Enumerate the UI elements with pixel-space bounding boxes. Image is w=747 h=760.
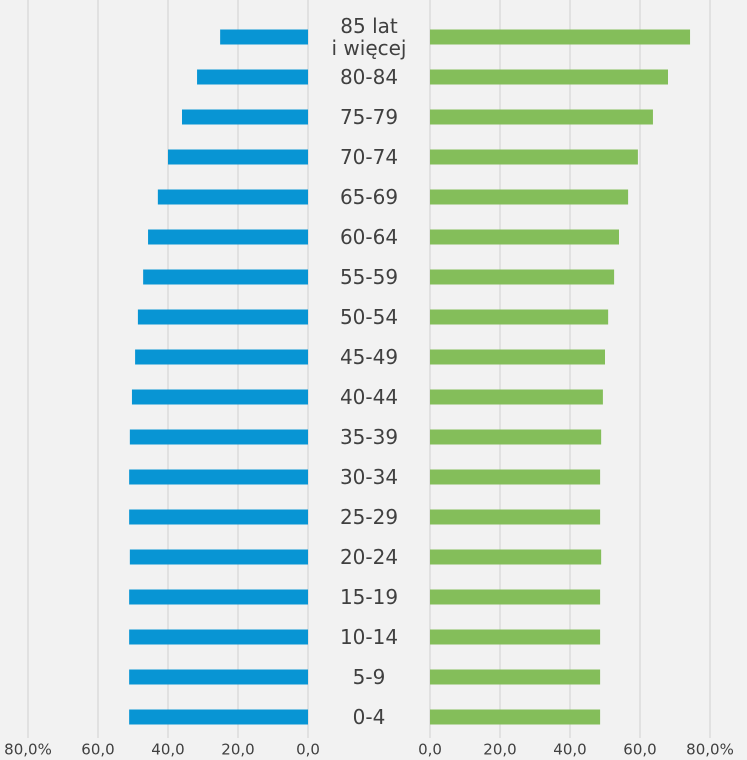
bar	[430, 389, 603, 405]
bar	[430, 469, 601, 485]
category-label: 65-69	[339, 185, 399, 209]
bar	[430, 109, 653, 125]
bar	[129, 629, 308, 645]
bar	[129, 709, 308, 725]
bar	[430, 189, 629, 205]
category-label: 10-14	[339, 625, 399, 649]
bar	[430, 509, 601, 525]
category-label: 85 lat i więcej	[331, 14, 407, 60]
category-label: 20-24	[339, 545, 399, 569]
bar	[129, 509, 308, 525]
category-label: 60-64	[339, 225, 399, 249]
bar	[129, 589, 308, 605]
bar	[129, 469, 308, 485]
x-tick-label: 80,0%	[4, 741, 52, 759]
bar	[430, 589, 601, 605]
bar	[143, 269, 308, 285]
bar	[430, 69, 668, 85]
x-tick-label: 0,0	[418, 741, 442, 759]
x-tick-label: 80,0%	[686, 741, 734, 759]
x-tick-label: 60,0	[81, 741, 114, 759]
x-tick-label: 40,0	[151, 741, 184, 759]
bar	[430, 309, 609, 325]
category-label: 0-4	[352, 705, 386, 729]
bar	[157, 189, 308, 205]
bar	[135, 349, 308, 365]
x-tick-label: 20,0	[483, 741, 516, 759]
bar	[148, 229, 308, 245]
bar	[220, 29, 308, 45]
bar	[430, 229, 619, 245]
category-label: 45-49	[339, 345, 399, 369]
category-label: 40-44	[339, 385, 399, 409]
category-label: 70-74	[339, 145, 399, 169]
category-label: 15-19	[339, 585, 399, 609]
bar	[137, 309, 308, 325]
bar	[430, 629, 601, 645]
category-label: 25-29	[339, 505, 399, 529]
x-tick-label: 40,0	[553, 741, 586, 759]
bar	[430, 29, 691, 45]
category-label: 50-54	[339, 305, 399, 329]
x-tick-label: 0,0	[296, 741, 320, 759]
category-label: 30-34	[339, 465, 399, 489]
bar	[182, 109, 308, 125]
bar	[430, 349, 605, 365]
category-label: 35-39	[339, 425, 399, 449]
bar	[430, 669, 601, 685]
bar	[430, 269, 615, 285]
category-label: 80-84	[339, 65, 399, 89]
bar	[131, 389, 308, 405]
bar	[129, 669, 308, 685]
x-tick-label: 60,0	[623, 741, 656, 759]
bar	[430, 429, 602, 445]
bar	[168, 149, 308, 165]
bar	[197, 69, 308, 85]
category-label: 75-79	[339, 105, 399, 129]
bar	[430, 149, 638, 165]
bar	[129, 429, 308, 445]
x-tick-label: 20,0	[221, 741, 254, 759]
category-label: 55-59	[339, 265, 399, 289]
bar	[430, 709, 601, 725]
category-label: 5-9	[352, 665, 386, 689]
bar	[430, 549, 602, 565]
bar	[129, 549, 308, 565]
